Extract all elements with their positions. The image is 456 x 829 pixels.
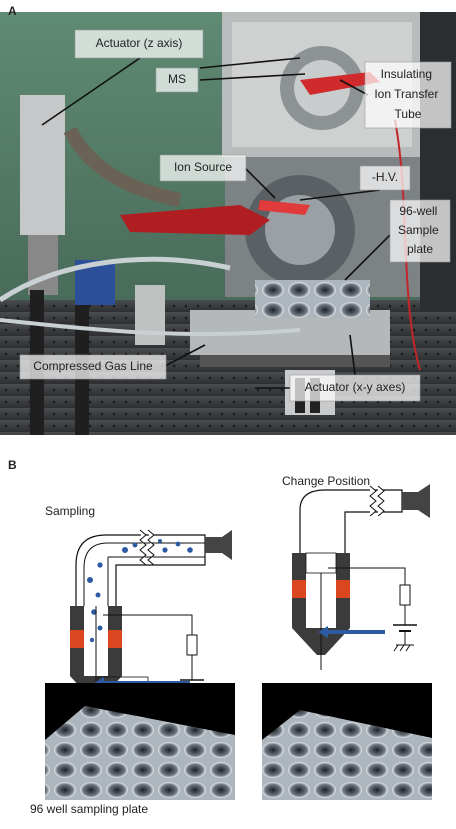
callout: Ion Source	[159, 154, 247, 182]
callout: -H.V.	[359, 165, 411, 191]
callout: 96-well Sample plate	[389, 199, 451, 263]
callout-text: Ion Source	[174, 160, 232, 174]
svg-text:Actuator (z axis): Actuator (z axis)	[96, 36, 183, 50]
callout-text: Actuator (x-y axes)	[305, 380, 406, 394]
svg-text:96-well Sample pla: 96-well Sample plate	[398, 204, 442, 256]
callout-text: Tube	[395, 107, 422, 121]
callout: MS	[155, 67, 199, 93]
svg-text:Ion Source: Ion Source	[174, 160, 232, 174]
callout: Insulating Ion Transfer Tube	[364, 61, 452, 129]
callout-text: 96-well	[399, 204, 437, 218]
panel-label: A	[8, 4, 17, 18]
leader-lines	[41, 57, 391, 389]
callout: Actuator (z axis)	[74, 29, 204, 59]
caption: 96 well sampling plate	[30, 802, 148, 816]
svg-text:-H.V.: -H.V.	[372, 170, 398, 184]
callout-text: MS	[168, 72, 186, 86]
sampling-diagram	[70, 529, 232, 705]
callout: Actuator (x-y axes)	[289, 374, 421, 402]
callout: Compressed Gas Line	[19, 354, 167, 380]
callout-text: Sample	[398, 223, 439, 237]
diagram-title: Change Position	[282, 474, 370, 488]
svg-text:Actuator (x-y axes): Actuator (x-y axes)	[305, 380, 406, 394]
callout-text: -H.V.	[372, 170, 398, 184]
svg-text:Insulating Ion Transfer: Insulating Ion Transfer Tube	[374, 67, 441, 121]
svg-text:MS: MS	[168, 72, 186, 86]
callout-text: Compressed Gas Line	[33, 359, 153, 373]
diagram-title: Sampling	[45, 504, 95, 518]
panel-label: B	[8, 458, 17, 472]
svg-text:Compressed Gas Line: Compressed Gas Line	[33, 359, 153, 373]
callout-text: plate	[407, 242, 433, 256]
callout-text: Actuator (z axis)	[96, 36, 183, 50]
callout-text: Insulating	[381, 67, 432, 81]
change-position-diagram	[292, 484, 430, 670]
callout-text: Ion Transfer	[374, 87, 438, 101]
plate-photo	[45, 683, 432, 800]
